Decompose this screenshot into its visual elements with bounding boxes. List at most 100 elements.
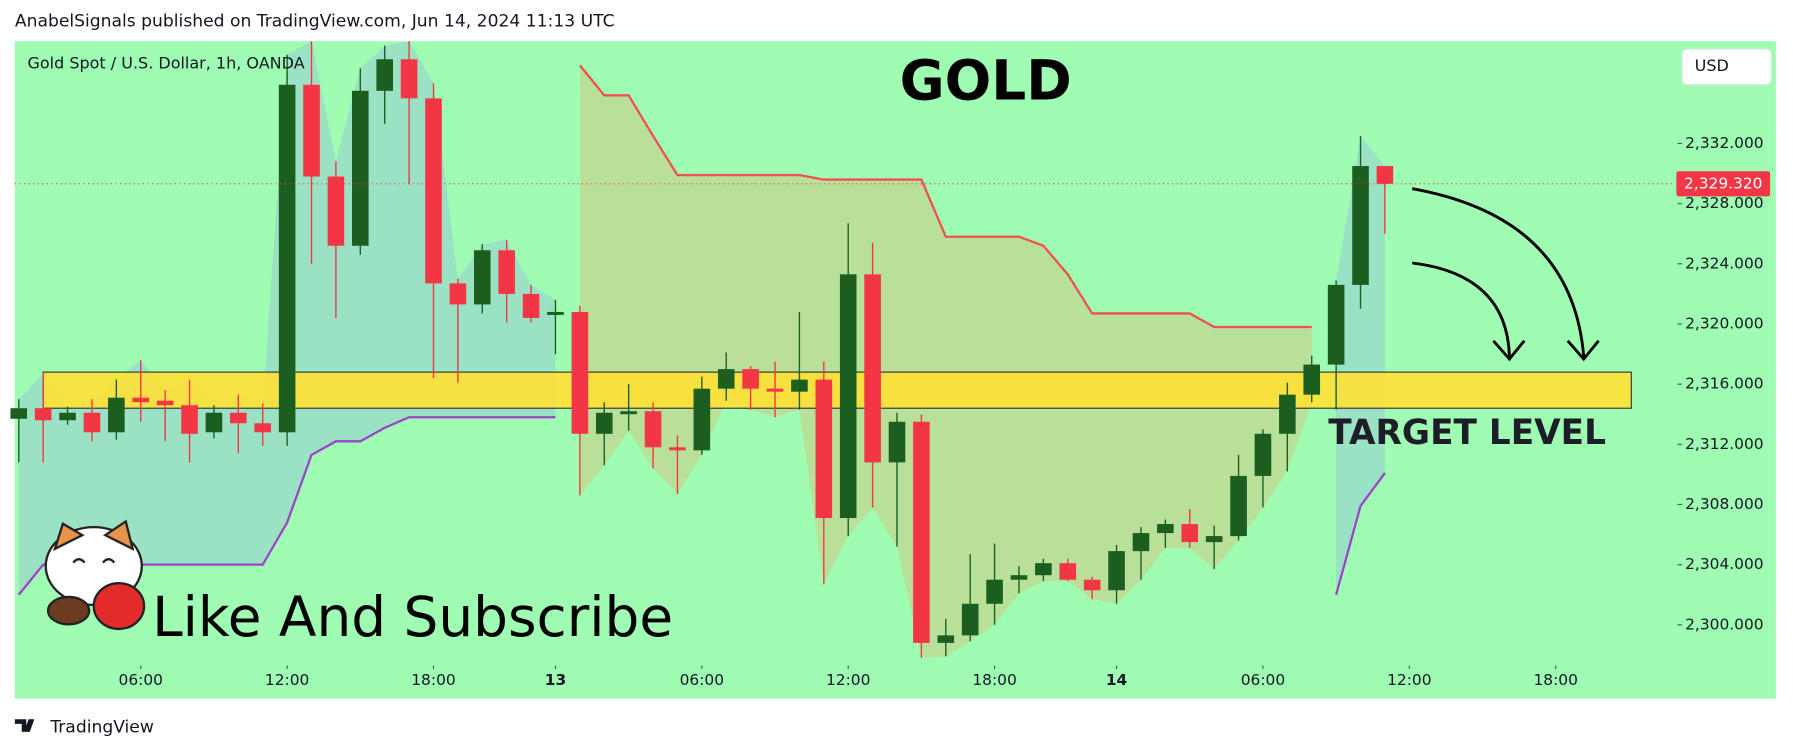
candle-body: [547, 311, 564, 315]
target-zone: [42, 371, 1632, 409]
candle-body: [352, 90, 369, 246]
candle-body: [10, 408, 28, 419]
arrow-head: [1566, 339, 1600, 362]
candle-body: [1327, 284, 1345, 365]
candle-body: [571, 311, 589, 434]
candle-body: [1279, 394, 1296, 434]
arrow-head: [1492, 339, 1526, 362]
x-tick-label: 12:00: [265, 671, 309, 689]
indicator-line: [578, 64, 1312, 329]
candle-body: [34, 408, 52, 421]
last-price-label: 2,329.320: [1684, 174, 1763, 192]
y-tick-label: 2,300.000: [1685, 615, 1764, 633]
candle-body: [303, 84, 320, 177]
footer: TradingView: [49, 717, 154, 737]
candle-body: [83, 412, 101, 433]
chart-title: GOLD: [900, 49, 1072, 113]
candle-body: [1132, 533, 1150, 552]
candle-body: [595, 412, 613, 434]
cup: [92, 582, 146, 631]
candle-body: [400, 59, 418, 99]
y-tick-label: 2,316.000: [1685, 375, 1764, 393]
candle-body: [1303, 364, 1321, 395]
candle-body: [1108, 551, 1125, 591]
candle-body: [205, 412, 223, 433]
candle-body: [132, 397, 150, 403]
x-tick-label: 06:00: [1241, 671, 1285, 689]
candle-body: [376, 59, 393, 91]
candle-body: [839, 274, 857, 519]
candle-body: [473, 250, 491, 305]
x-tick-label: 13: [545, 671, 566, 689]
y-tick-label: 2,332.000: [1685, 134, 1764, 152]
y-tick-label: 2,312.000: [1685, 435, 1764, 453]
candle-body: [864, 274, 881, 463]
candle-body: [1181, 524, 1199, 543]
candle-body: [1059, 563, 1077, 580]
candle-body: [522, 293, 540, 318]
cat-ear: [52, 522, 85, 552]
candle-body: [717, 369, 735, 389]
candle-body: [1010, 575, 1028, 580]
indicator-line: [1335, 472, 1386, 596]
candle-body: [620, 411, 637, 415]
candle-body: [1230, 475, 1247, 537]
candle-body: [278, 84, 296, 433]
logo-mark: [14, 719, 35, 732]
x-tick-label: 06:00: [680, 671, 724, 689]
x-tick-label: 18:00: [411, 671, 455, 689]
currency-button[interactable]: [1681, 48, 1772, 86]
candle-body: [815, 379, 833, 519]
target-label: TARGET LEVEL: [1328, 413, 1606, 453]
annotation: Like And Subscribe: [152, 585, 673, 649]
x-tick-label: 12:00: [1387, 671, 1431, 689]
candle-body: [425, 98, 442, 284]
candle-body: [961, 603, 979, 636]
header: AnabelSignals published on TradingView.c…: [15, 12, 615, 32]
candle-body: [766, 388, 784, 392]
candle-body: [108, 397, 125, 433]
candle-body: [693, 388, 711, 451]
y-tick-label: 2,308.000: [1685, 495, 1764, 513]
x-tick-label: 06:00: [119, 671, 163, 689]
x-tick-label: 18:00: [972, 671, 1016, 689]
y-tick-label: 2,320.000: [1685, 314, 1764, 332]
y-tick-label: 2,328.000: [1685, 194, 1764, 212]
candle-body: [888, 421, 906, 463]
candle-body: [791, 379, 808, 392]
candle-body: [937, 635, 955, 643]
band-fill: [579, 65, 1312, 658]
cat-icon: [44, 519, 146, 631]
candle-body: [1035, 563, 1052, 576]
candle-body: [1205, 536, 1223, 543]
candle-body: [1376, 166, 1394, 184]
last-price-box: [1676, 171, 1771, 197]
x-tick-label: 12:00: [826, 671, 870, 689]
candle-body: [644, 411, 662, 448]
band-fill: [1336, 135, 1385, 595]
cat-eyes: [72, 558, 116, 564]
currency[interactable]: USD: [1695, 56, 1729, 75]
candle-body: [1083, 579, 1101, 591]
candle-body: [254, 423, 272, 433]
candle-body: [449, 283, 467, 305]
candle-body: [913, 421, 930, 643]
candle-body: [1157, 524, 1174, 534]
cat-ear: [102, 519, 135, 552]
x-tick-label: 14: [1106, 671, 1128, 689]
x-tick-label: 18:00: [1533, 671, 1577, 689]
candle-body: [327, 176, 345, 246]
y-tick-label: 2,304.000: [1685, 555, 1764, 573]
arrows: [1411, 187, 1600, 362]
candle-body: [669, 447, 686, 451]
candle-body: [181, 405, 198, 434]
candle-body: [742, 369, 759, 389]
candle-body: [230, 412, 247, 424]
y-tick-label: 2,324.000: [1685, 254, 1764, 272]
symbol: Gold Spot / U.S. Dollar, 1h, OANDA: [27, 54, 304, 73]
arrow: [1412, 261, 1511, 357]
pot: [46, 595, 91, 626]
candle-body: [986, 579, 1003, 604]
candle-body: [1352, 166, 1369, 285]
